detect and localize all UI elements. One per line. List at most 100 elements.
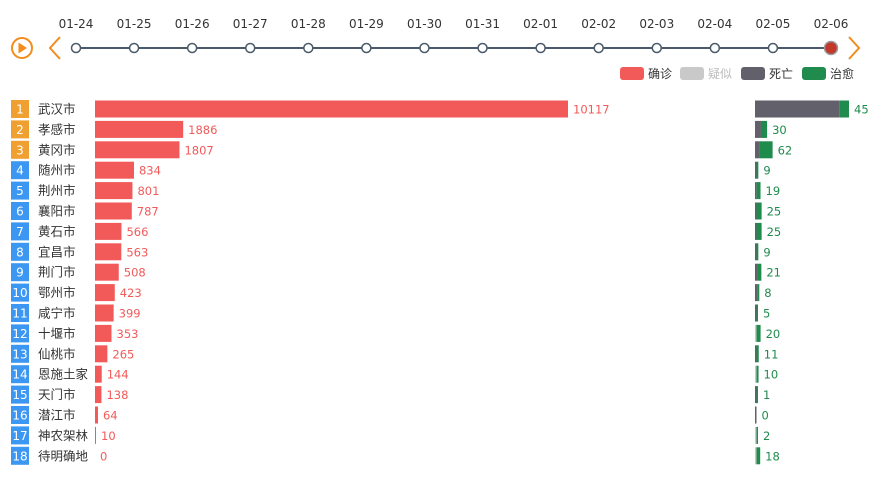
- timeline-point[interactable]: [128, 42, 140, 54]
- legend-swatch[interactable]: [741, 67, 765, 80]
- city-name: 潜江市: [38, 408, 76, 423]
- rank-badge: [11, 202, 29, 220]
- timeline-point[interactable]: [767, 42, 779, 54]
- recovered-value-label: 9: [763, 245, 770, 259]
- city-name: 十堰市: [38, 326, 76, 341]
- rank-badge: [11, 263, 29, 282]
- confirmed-value-label: 834: [139, 164, 161, 178]
- death-bar: [755, 345, 757, 363]
- timeline-point[interactable]: [535, 42, 546, 54]
- city-name: 待明确地: [38, 448, 89, 463]
- death-bar: [755, 120, 761, 138]
- timeline-date-label: 02-01: [523, 17, 558, 31]
- chevron-left-icon[interactable]: [48, 36, 61, 60]
- rank-badge: [11, 161, 29, 180]
- play-icon[interactable]: [11, 37, 33, 59]
- recovered-bar: [756, 182, 761, 200]
- timeline-point[interactable]: [593, 42, 604, 54]
- rank-number: 1: [16, 103, 24, 117]
- confirmed-value-label: 566: [126, 225, 148, 239]
- rank-badge: [11, 120, 29, 139]
- confirmed-bar: [95, 304, 114, 322]
- city-name: 随州市: [38, 163, 76, 178]
- recovered-value-label: 62: [778, 143, 793, 157]
- legend-swatch[interactable]: [680, 67, 704, 80]
- confirmed-bar: [95, 284, 115, 302]
- confirmed-value-label: 0: [100, 449, 107, 463]
- rank-badge: [11, 222, 29, 241]
- death-bar: [755, 304, 757, 322]
- recovered-value-label: 11: [764, 347, 779, 361]
- legend-label[interactable]: 治愈: [830, 66, 854, 81]
- confirmed-value-label: 787: [137, 205, 159, 219]
- recovered-value-label: 20: [766, 327, 781, 341]
- city-name: 武汉市: [38, 102, 76, 117]
- city-name: 神农架林: [38, 428, 89, 443]
- timeline-point[interactable]: [419, 42, 430, 54]
- timeline-point[interactable]: [244, 42, 256, 54]
- recovered-value-label: 30: [772, 123, 787, 137]
- confirmed-bar: [95, 100, 568, 118]
- timeline-point[interactable]: [477, 42, 488, 54]
- chevron-right-icon[interactable]: [848, 36, 861, 60]
- confirmed-value-label: 563: [126, 245, 148, 259]
- death-bar: [755, 161, 757, 179]
- confirmed-bar: [95, 161, 134, 179]
- rank-badge: [11, 100, 29, 118]
- death-bar: [755, 100, 840, 118]
- rank-number: 9: [16, 266, 24, 280]
- legend-swatch[interactable]: [802, 67, 826, 80]
- timeline-point[interactable]: [361, 42, 372, 54]
- city-name: 荆州市: [38, 183, 76, 198]
- confirmed-value-label: 423: [120, 286, 142, 300]
- timeline-point-selected[interactable]: [823, 40, 839, 56]
- recovered-bar: [757, 284, 760, 302]
- rank-number: 2: [16, 123, 24, 137]
- city-name: 天门市: [38, 387, 76, 402]
- confirmed-value-label: 265: [112, 347, 134, 361]
- legend-label[interactable]: 死亡: [769, 67, 793, 81]
- rank-number: 17: [12, 429, 27, 443]
- timeline-date-label: 01-24: [59, 17, 94, 31]
- rank-number: 13: [12, 347, 27, 361]
- rank-number: 3: [16, 143, 24, 157]
- recovered-value-label: 1: [763, 388, 770, 402]
- timeline-point[interactable]: [303, 42, 314, 54]
- city-name: 黄冈市: [38, 142, 76, 157]
- rank-number: 7: [16, 225, 24, 239]
- timeline-date-label: 02-05: [755, 17, 790, 31]
- timeline-date-label: 01-31: [465, 17, 500, 31]
- timeline-point[interactable]: [70, 42, 82, 54]
- rank-number: 10: [12, 286, 27, 300]
- timeline-point[interactable]: [709, 42, 721, 54]
- city-name: 荆门市: [38, 265, 76, 280]
- recovered-bar: [756, 386, 758, 404]
- legend-label[interactable]: 确诊: [648, 67, 672, 81]
- city-name: 襄阳市: [38, 204, 76, 219]
- recovered-bar: [756, 447, 761, 465]
- confirmed-value-label: 353: [117, 327, 139, 341]
- rank-number: 5: [16, 184, 24, 198]
- timeline-point[interactable]: [651, 42, 663, 54]
- legend-label[interactable]: 疑似: [708, 66, 732, 81]
- confirmed-value-label: 10: [101, 429, 116, 443]
- timeline-date-label: 01-26: [175, 17, 210, 31]
- confirmed-bar: [95, 222, 122, 240]
- recovered-value-label: 5: [763, 307, 770, 321]
- play-icon-triangle[interactable]: [18, 42, 28, 54]
- death-bar: [755, 365, 757, 383]
- legend-swatch[interactable]: [620, 67, 644, 80]
- confirmed-bar: [95, 345, 108, 363]
- death-bar: [755, 324, 757, 342]
- recovered-bar: [756, 365, 759, 383]
- confirmed-bar: [95, 365, 102, 383]
- death-bar: [755, 243, 757, 261]
- rank-number: 8: [16, 245, 24, 259]
- timeline-point[interactable]: [186, 42, 198, 54]
- death-bar: [755, 222, 757, 240]
- recovered-value-label: 9: [763, 164, 770, 178]
- recovered-value-label: 45: [854, 103, 869, 117]
- timeline-date-label: 02-06: [814, 17, 849, 31]
- confirmed-bar: [95, 426, 96, 444]
